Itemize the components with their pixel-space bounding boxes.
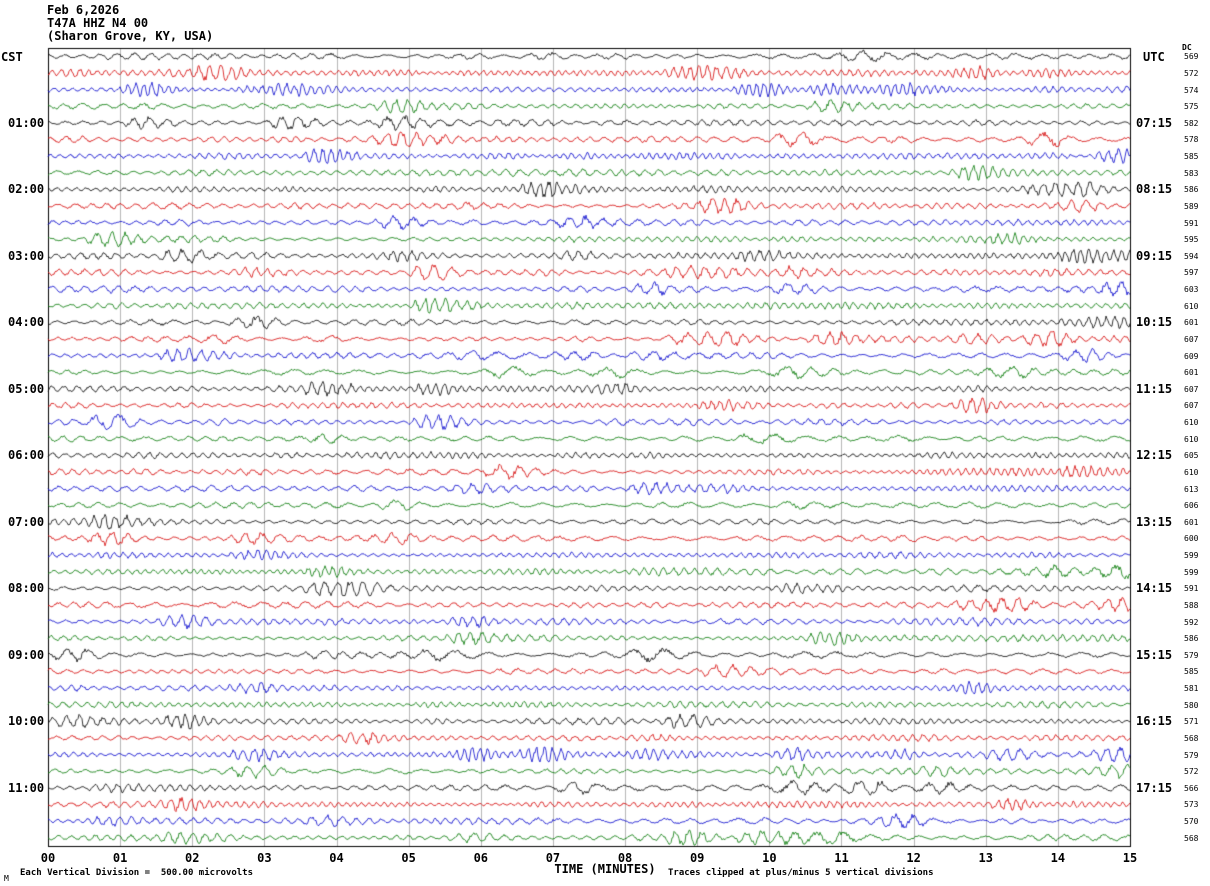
cst-hour-label: 11:00	[8, 780, 45, 795]
dc-offset-value: 607	[1184, 334, 1199, 344]
utc-hour-label: 12:15	[1136, 448, 1173, 463]
dc-offset-value: 595	[1184, 235, 1199, 245]
cst-hour-label: 10:00	[8, 714, 45, 729]
dc-offset-value: 586	[1184, 634, 1199, 644]
dc-offset-value: 586	[1184, 185, 1199, 195]
cst-hour-label: 07:00	[8, 514, 45, 529]
dc-offset-value: 585	[1184, 667, 1199, 677]
utc-hour-label: 10:15	[1136, 315, 1173, 330]
utc-hour-label: 15:15	[1136, 647, 1173, 662]
dc-offset-value: 613	[1184, 484, 1199, 494]
left-axis-title: CST	[1, 50, 23, 64]
dc-offset-value: 572	[1184, 767, 1199, 777]
dc-offset-value: 579	[1184, 750, 1199, 760]
dc-offset-value: 610	[1184, 434, 1199, 444]
dc-offset-value: 572	[1184, 68, 1199, 78]
dc-offset-value: 591	[1184, 218, 1199, 228]
dc-offset-value: 574	[1184, 85, 1199, 95]
dc-offset-value: 580	[1184, 700, 1199, 710]
dc-offset-value: 578	[1184, 135, 1199, 145]
cst-hour-label: 09:00	[8, 647, 45, 662]
cst-hour-label: 06:00	[8, 448, 45, 463]
dc-offset-value: 607	[1184, 401, 1199, 411]
minute-tick-label: 13	[978, 851, 993, 865]
utc-hour-label: 16:15	[1136, 714, 1173, 729]
dc-offset-value: 607	[1184, 384, 1199, 394]
clipping-note: Traces clipped at plus/minus 5 vertical …	[668, 868, 934, 878]
dc-offset-value: 589	[1184, 201, 1199, 211]
dc-offset-value: 610	[1184, 418, 1199, 428]
cst-hour-label: 04:00	[8, 315, 45, 330]
dc-offset-value: 568	[1184, 733, 1199, 743]
dc-offset-value: 599	[1184, 567, 1199, 577]
cst-hour-label: 08:00	[8, 581, 45, 596]
minute-tick-label: 15	[1122, 851, 1138, 865]
minute-tick-label: 05	[401, 851, 416, 865]
minute-tick-label: 00	[40, 851, 56, 865]
cst-hour-label: 03:00	[8, 248, 45, 263]
minute-tick-label: 14	[1050, 851, 1066, 865]
minute-tick-label: 03	[257, 851, 272, 865]
utc-hour-label: 08:15	[1136, 182, 1173, 197]
dc-offset-value: 606	[1184, 501, 1199, 511]
minute-tick-label: 01	[112, 851, 128, 865]
dc-offset-value: 581	[1184, 684, 1199, 694]
minute-tick-label: 04	[329, 851, 344, 865]
dc-offset-value: 566	[1184, 783, 1199, 793]
header-date: Feb 6,2026	[47, 3, 120, 17]
header-location: (Sharon Grove, KY, USA)	[47, 29, 214, 43]
minute-tick-label: 09	[689, 851, 705, 865]
minute-tick-label: 02	[185, 851, 200, 865]
utc-hour-label: 13:15	[1136, 514, 1173, 529]
scale-note: Each Vertical Division = 500.00 microvol…	[20, 868, 253, 878]
dc-offset-value: 575	[1184, 102, 1199, 112]
dc-offset-value: 601	[1184, 368, 1199, 378]
dc-offset-value: 569	[1184, 52, 1199, 62]
dc-offset-value: 610	[1184, 467, 1199, 477]
dc-offset-value: 600	[1184, 534, 1199, 544]
corner-mark: M	[4, 874, 9, 883]
dc-offset-value: 573	[1184, 800, 1199, 810]
dc-column-title: DC	[1182, 43, 1192, 52]
dc-offset-value: 597	[1184, 268, 1199, 278]
dc-offset-value: 583	[1184, 168, 1199, 178]
dc-offset-value: 585	[1184, 152, 1199, 162]
utc-hour-label: 14:15	[1136, 581, 1173, 596]
utc-hour-label: 09:15	[1136, 248, 1173, 263]
minute-tick-label: 10	[762, 851, 777, 865]
dc-offset-value: 594	[1184, 251, 1199, 261]
cst-hour-label: 01:00	[8, 115, 45, 130]
dc-offset-value: 571	[1184, 717, 1199, 727]
minute-tick-label: 06	[473, 851, 489, 865]
utc-hour-label: 07:15	[1136, 115, 1173, 130]
header-station: T47A HHZ N4 00	[47, 16, 149, 30]
dc-offset-value: 582	[1184, 118, 1199, 128]
dc-offset-value: 599	[1184, 551, 1199, 561]
cst-hour-label: 05:00	[8, 381, 45, 396]
dc-offset-value: 609	[1184, 351, 1199, 361]
right-axis-title: UTC	[1143, 50, 1165, 64]
utc-hour-label: 11:15	[1136, 381, 1173, 396]
dc-offset-value: 610	[1184, 301, 1199, 311]
minute-tick-label: 08	[617, 851, 633, 865]
dc-offset-value: 605	[1184, 451, 1199, 461]
minute-tick-label: 11	[834, 851, 849, 865]
dc-offset-value: 579	[1184, 650, 1199, 660]
x-axis-title: TIME (MINUTES)	[554, 862, 656, 876]
dc-offset-value: 591	[1184, 584, 1199, 594]
dc-offset-value: 601	[1184, 517, 1199, 527]
dc-offset-value: 603	[1184, 285, 1199, 295]
dc-offset-value: 568	[1184, 833, 1199, 843]
minute-tick-label: 07	[545, 851, 561, 865]
dc-offset-value: 592	[1184, 617, 1199, 627]
utc-hour-label: 17:15	[1136, 780, 1173, 795]
dc-offset-value: 588	[1184, 600, 1199, 610]
cst-hour-label: 02:00	[8, 182, 45, 197]
dc-offset-value: 601	[1184, 318, 1199, 328]
dc-offset-value: 570	[1184, 817, 1199, 827]
minute-tick-label: 12	[906, 851, 921, 865]
